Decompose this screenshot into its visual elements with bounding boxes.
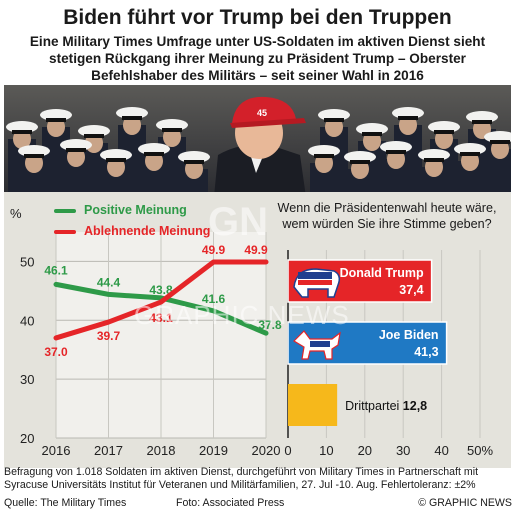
crowd-cap-brim xyxy=(144,152,164,156)
watermark-text: GRAPHIC NEWS xyxy=(134,300,350,330)
bar-x-tick-label: 20 xyxy=(358,443,372,458)
legend-item-positive: Positive Meinung xyxy=(54,200,210,221)
footnote-line: Befragung von 1.018 Soldaten im aktiven … xyxy=(4,466,479,478)
cap-badge: 45 xyxy=(257,108,267,118)
page-subtitle: Eine Military Times Umfrage unter US-Sol… xyxy=(0,33,515,84)
republican-elephant-icon xyxy=(293,268,341,298)
crowd-cap-brim xyxy=(12,130,32,134)
crowd-cap-brim xyxy=(66,148,86,152)
bar-chart-question: Wenn die Präsidentenwahl heute wäre, wem… xyxy=(262,200,512,232)
x-tick-label: 2017 xyxy=(94,443,123,458)
bar-category-label: Joe Biden xyxy=(379,328,439,342)
data-label: 39.7 xyxy=(97,329,121,343)
data-label: 37.8 xyxy=(258,318,282,332)
bar-x-tick-label: 40 xyxy=(434,443,448,458)
bar-category-label: Drittpartei 12,8 xyxy=(345,399,427,413)
source-credit: Quelle: The Military Times xyxy=(4,497,127,509)
crowd-cap-brim xyxy=(314,154,334,158)
footnote: Befragung von 1.018 Soldaten im aktiven … xyxy=(4,466,512,492)
legend-swatch-positive xyxy=(54,208,76,213)
trump-figure: 45 xyxy=(214,96,306,197)
copyright: © GRAPHIC NEWS xyxy=(418,497,512,509)
data-label: 46.1 xyxy=(44,263,68,277)
data-label: 43.8 xyxy=(149,283,173,297)
democrat-donkey-icon xyxy=(293,330,341,360)
crowd-cap-brim xyxy=(424,158,444,162)
crowd-cap-brim xyxy=(46,118,66,122)
legend-label-positive: Positive Meinung xyxy=(84,203,187,217)
photo-credit: Foto: Associated Press xyxy=(176,497,285,509)
page-title: Biden führt vor Trump bei den Truppen xyxy=(63,6,452,29)
x-tick-label: 2018 xyxy=(147,443,176,458)
crowd-cap-brim xyxy=(184,160,204,164)
opinion-line-chart: 20 30 40 50% 2016 2017 2018 2019 2020 46.1 44.4 43.… xyxy=(10,206,282,458)
crowd-cap-brim xyxy=(122,116,142,120)
vote-bar-chart: 0 10 20 30 40 50% Donald Trump 37,4 Joe Biden 41,… xyxy=(284,250,493,458)
crowd-cap-brim xyxy=(362,132,382,136)
legend-label-negative: Ablehnende Meinung xyxy=(84,224,211,238)
footnote-line: Syracuse Universitäts Institut für Veter… xyxy=(4,479,476,491)
y-axis-label: % xyxy=(10,206,22,221)
crowd-cap-brim xyxy=(84,134,104,138)
crowd-cap xyxy=(484,131,511,143)
y-tick-label: 40 xyxy=(20,313,34,328)
x-tick-label: 2016 xyxy=(42,443,71,458)
bar-x-tick-label: 10 xyxy=(319,443,333,458)
question-line: wem würden Sie ihre Stimme geben? xyxy=(282,217,492,231)
crowd-cap-brim xyxy=(324,118,344,122)
subtitle-line: Befehlshaber des Militärs – seit seiner … xyxy=(91,68,424,83)
data-label: 49.9 xyxy=(244,243,268,257)
bar-value-label: 41,3 xyxy=(414,345,438,359)
y-tick-label: 30 xyxy=(20,372,34,387)
photo-troops-trump: 45 xyxy=(4,85,511,197)
line-legend: Positive Meinung Ablehnende Meinung xyxy=(54,200,210,242)
crowd-cap-brim xyxy=(350,160,370,164)
question-line: Wenn die Präsidentenwahl heute wäre, xyxy=(277,201,497,215)
data-label: 41.6 xyxy=(202,292,226,306)
crowd-cap-brim xyxy=(398,116,418,120)
crowd-cap-brim xyxy=(386,150,406,154)
watermark-logo: GN xyxy=(208,200,268,244)
bar-value-label: 37,4 xyxy=(399,283,423,297)
x-tick-label: 2020 xyxy=(252,443,281,458)
data-label: 49.9 xyxy=(202,243,226,257)
crowd-cap-brim xyxy=(106,158,126,162)
bar-x-tick-label: 30 xyxy=(396,443,410,458)
y-tick-label: 50 xyxy=(20,254,34,269)
crowd-cap-brim xyxy=(490,140,510,144)
bar-value-label: 12,8 xyxy=(403,399,427,413)
crowd-cap-brim xyxy=(460,152,480,156)
crowd-cap-brim xyxy=(472,120,492,124)
crowd-cap-brim xyxy=(24,154,44,158)
subtitle-line: stetigen Rückgang ihrer Meinung zu Präsi… xyxy=(49,51,466,66)
bar-category-label: Donald Trump xyxy=(340,266,424,280)
bar-x-tick-label: 50% xyxy=(467,443,493,458)
crowd-cap-brim xyxy=(434,130,454,134)
legend-swatch-negative xyxy=(54,229,76,234)
bar-drittpartei xyxy=(288,384,338,426)
legend-item-negative: Ablehnende Meinung xyxy=(54,221,210,242)
chart-panel: 20 30 40 50% 2016 2017 2018 2019 2020 46.1 44.4 43.… xyxy=(4,192,511,468)
x-tick-label: 2019 xyxy=(199,443,228,458)
troops-photo-illustration: 45 xyxy=(4,85,511,197)
crowd-cap-brim xyxy=(162,128,182,132)
bar-x-tick-label: 0 xyxy=(284,443,291,458)
data-label: 37.0 xyxy=(44,345,68,359)
data-label: 44.4 xyxy=(97,275,121,289)
data-label: 43.1 xyxy=(149,311,173,325)
y-tick-label: 20 xyxy=(20,431,34,446)
subtitle-line: Eine Military Times Umfrage unter US-Sol… xyxy=(29,34,486,49)
